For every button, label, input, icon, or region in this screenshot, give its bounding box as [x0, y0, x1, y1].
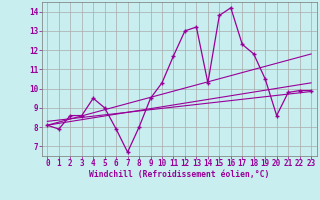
X-axis label: Windchill (Refroidissement éolien,°C): Windchill (Refroidissement éolien,°C) [89, 170, 269, 179]
